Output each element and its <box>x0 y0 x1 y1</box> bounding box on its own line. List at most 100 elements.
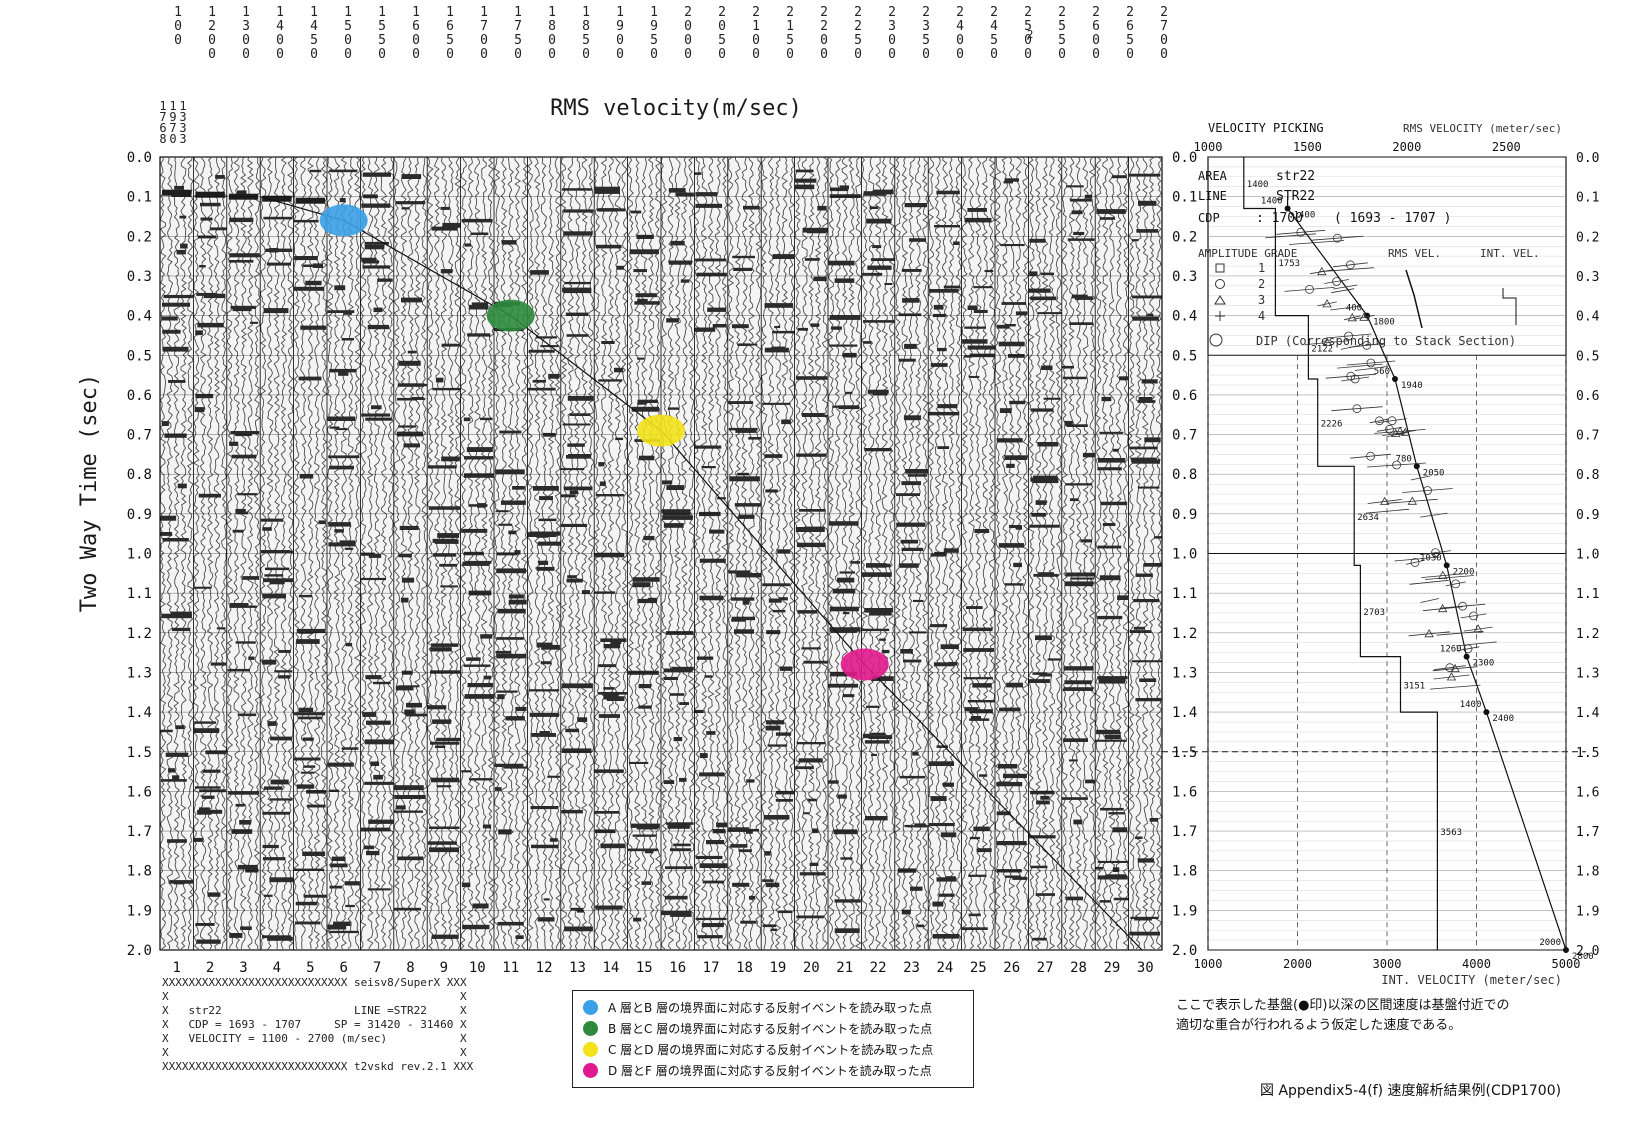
trace-peak <box>1032 937 1047 941</box>
trace-peak <box>1061 797 1088 800</box>
trace-peak <box>871 753 877 756</box>
trace-peak <box>528 689 560 692</box>
dip-tick <box>1420 598 1440 603</box>
legend-text: A 層とB 層の境界面に対応する反射イベントを読み取った点 <box>608 1001 933 1015</box>
trace-wiggle <box>633 156 641 950</box>
trace-wiggle <box>821 156 829 950</box>
trace-peak <box>1100 807 1124 811</box>
trace-peak <box>328 455 360 459</box>
trace-peak <box>663 676 679 680</box>
trace-peak <box>361 203 391 208</box>
trace-peak <box>731 616 755 621</box>
trace-wiggle <box>1141 156 1149 950</box>
info-line: X X <box>162 1046 467 1059</box>
trace-peak <box>1028 288 1051 293</box>
trace-peak <box>364 244 385 250</box>
trace-peak <box>866 563 887 568</box>
trace-peak <box>270 736 293 741</box>
trace-peak <box>942 782 954 787</box>
trace-peak <box>1009 525 1022 529</box>
trace-peak <box>345 904 355 908</box>
trace-peak <box>901 269 922 272</box>
rms-velocity-label: 1940 <box>1401 381 1423 391</box>
trace-peak <box>594 552 625 558</box>
trace-peak <box>561 523 588 527</box>
trace-peak <box>797 327 808 331</box>
trace-peak <box>600 843 626 849</box>
trace-peak <box>462 561 490 566</box>
trace-peak <box>1131 660 1162 663</box>
rms-velocity-label: 2200 <box>1453 567 1475 577</box>
x-tick-label: 30 <box>1137 960 1154 976</box>
trace-peak <box>774 326 781 329</box>
trace-peak <box>637 357 645 360</box>
trace-peak <box>569 490 579 495</box>
trace-peak <box>636 824 658 830</box>
trace-peak <box>429 847 460 853</box>
trace-peak <box>968 874 987 877</box>
triangle-icon <box>1359 312 1369 321</box>
trace-peak <box>729 476 760 482</box>
trace-peak <box>932 901 944 907</box>
trace-peak <box>599 481 606 486</box>
trace-peak <box>494 787 502 791</box>
trace-peak <box>979 774 988 777</box>
trace-wiggle <box>480 156 488 950</box>
trace-peak <box>399 525 419 530</box>
trace-peak <box>699 863 728 868</box>
info-line: X VELOCITY = 1100 - 2700 (m/sec) X <box>162 1032 467 1045</box>
trace-peak <box>263 308 289 314</box>
y-tick-label: 1.2 <box>127 626 152 642</box>
trace-peak <box>302 851 326 856</box>
trace-peak <box>706 840 725 845</box>
trace-peak <box>1062 376 1087 380</box>
trace-peak <box>168 768 176 773</box>
trace-peak <box>937 404 958 409</box>
trace-peak <box>194 586 212 589</box>
trace-peak <box>468 504 488 507</box>
trace-peak <box>644 849 654 854</box>
trace-wiggle <box>300 156 307 950</box>
trace-peak <box>329 885 342 889</box>
trace-peak <box>998 543 1024 548</box>
circle-icon <box>1423 486 1432 495</box>
circle-icon <box>1469 611 1478 621</box>
trace-peak <box>762 583 791 587</box>
trace-peak <box>432 387 461 391</box>
trace-peak <box>901 547 924 551</box>
trace-peak <box>327 924 347 930</box>
trace-peak <box>430 670 461 674</box>
trace-wiggle <box>233 156 241 950</box>
trace-peak <box>231 829 253 834</box>
trace-peak <box>661 509 690 513</box>
trace-peak <box>695 855 723 859</box>
trace-peak <box>1096 729 1120 735</box>
trace-peak <box>248 656 255 660</box>
trace-peak <box>495 510 509 513</box>
trace-peak <box>748 437 761 440</box>
dip-tick <box>1456 646 1480 652</box>
trace-peak <box>496 653 527 659</box>
top-tick-label: 1500 <box>1293 140 1322 154</box>
circle-icon <box>1332 277 1341 286</box>
trace-peak <box>278 650 291 653</box>
area-label: AREA <box>1198 169 1228 183</box>
trace-wiggle <box>520 156 528 950</box>
trace-peak <box>807 798 817 802</box>
trace-peak <box>198 807 210 811</box>
trace-peak <box>508 594 524 599</box>
trace-wiggle <box>1108 156 1116 950</box>
trace-peak <box>495 469 525 475</box>
cdp-value: : 1700 <box>1256 211 1303 226</box>
trace-peak <box>697 935 723 939</box>
trace-peak <box>772 254 794 259</box>
trace-peak <box>562 423 591 426</box>
trace-peak <box>298 594 313 598</box>
y-tick-label: 2.0 <box>1576 944 1599 959</box>
x-tick-label: 9 <box>440 960 448 976</box>
trace-peak <box>1141 379 1158 384</box>
